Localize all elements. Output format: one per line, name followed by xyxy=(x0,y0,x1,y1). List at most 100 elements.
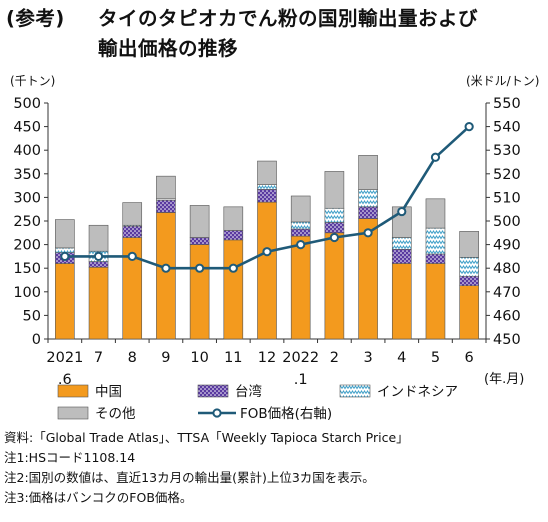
bars xyxy=(55,155,479,340)
left-tick-label: 150 xyxy=(13,261,41,277)
bar-segment xyxy=(425,253,446,264)
left-tick-label: 500 xyxy=(13,96,41,112)
bar-segment xyxy=(324,222,345,234)
right-tick-label: 500 xyxy=(493,214,521,230)
bar-segment xyxy=(122,202,143,226)
legend-line-marker xyxy=(212,408,222,418)
bar-segment xyxy=(189,205,210,238)
bar-segment xyxy=(358,189,378,208)
right-tick-label: 460 xyxy=(493,308,521,324)
title-line1: タイのタピオカでん粉の国別輸出量および xyxy=(98,7,479,30)
bar-segment xyxy=(189,244,210,340)
bar-segment xyxy=(425,263,446,340)
bar-segment xyxy=(290,195,311,223)
note-source: 資料:「Global Trade Atlas」、TTSA「Weekly Tapi… xyxy=(4,430,409,445)
fob-point xyxy=(363,228,373,238)
fob-point xyxy=(329,232,339,243)
bar-segment xyxy=(358,155,378,190)
note-1: 注1:HSコード1108.14 xyxy=(4,450,136,465)
fob-point xyxy=(430,152,441,162)
fob-price-line xyxy=(60,122,474,273)
axis-labels: 0 50 100 150 200 250 300 350 400 450 500 450 460 470 4… xyxy=(13,96,524,388)
x-tick-label: 10 xyxy=(190,350,208,366)
fob-point xyxy=(161,263,171,273)
right-tick-label: 470 xyxy=(493,285,521,301)
x-tick-label: 4 xyxy=(397,350,406,366)
left-tick-label: 200 xyxy=(13,238,41,254)
right-axis-unit: (米ドル/トン) xyxy=(466,74,540,88)
x-tick-label: 8 xyxy=(128,350,137,366)
bar-segment xyxy=(122,225,143,238)
left-tick-label: 50 xyxy=(23,308,41,324)
x-tick-label: 5 xyxy=(431,350,440,366)
title-line2: 輸出価格の推移 xyxy=(98,37,239,60)
legend-label: 中国 xyxy=(95,384,122,400)
left-axis-unit: (千トン) xyxy=(10,74,56,88)
bar-segment xyxy=(257,189,277,203)
fob-point xyxy=(93,251,104,261)
bar-segment xyxy=(425,198,446,229)
note-2: 注2:国別の数値は、直近13カ月の輸出量(累計)上位3カ国を表示。 xyxy=(4,470,375,485)
left-tick-label: 100 xyxy=(13,285,41,301)
legend-label: FOB価格(右軸) xyxy=(240,406,332,422)
fob-point xyxy=(60,251,70,261)
bar-segment xyxy=(459,285,479,340)
x-tick-label: 9 xyxy=(161,350,170,366)
left-tick-label: 250 xyxy=(13,214,41,230)
title-tag: (参考) xyxy=(6,7,65,30)
bar-segment xyxy=(391,263,412,340)
fob-point xyxy=(262,247,272,257)
left-tick-label: 0 xyxy=(32,332,41,348)
right-tick-label: 480 xyxy=(493,261,521,277)
x-tick-label: .6 xyxy=(58,372,72,388)
bar-segment xyxy=(223,239,244,340)
note-3: 注3:価格はバンコクのFOB価格。 xyxy=(4,490,193,505)
bar-segment xyxy=(88,261,109,268)
x-tick-label: 6 xyxy=(465,350,474,366)
bar-segment xyxy=(156,175,176,200)
bar-segment xyxy=(425,227,446,255)
left-tick-label: 450 xyxy=(13,120,41,136)
fob-point xyxy=(464,122,474,132)
bar-segment xyxy=(257,201,277,340)
bar-segment xyxy=(88,266,109,340)
notes: 資料:「Global Trade Atlas」、TTSA「Weekly Tapi… xyxy=(4,428,548,508)
x-tick-label: .1 xyxy=(294,372,308,388)
bar-segment xyxy=(358,206,378,219)
bar-segment xyxy=(324,232,345,340)
chart-title: (参考) タイのタピオカでん粉の国別輸出量および 輸出価格の推移 xyxy=(6,4,546,64)
right-tick-label: 540 xyxy=(493,120,521,136)
right-tick-label: 550 xyxy=(493,96,521,112)
bar-segment xyxy=(55,219,75,249)
fob-point xyxy=(195,263,205,273)
x-tick-label: 7 xyxy=(94,350,103,366)
x-tick-label: 12 xyxy=(258,350,276,366)
legend-label: 台湾 xyxy=(235,383,262,400)
bar-segment xyxy=(290,235,311,340)
left-tick-label: 350 xyxy=(13,167,41,183)
fob-point xyxy=(397,206,407,217)
x-tick-label: 2 xyxy=(330,350,339,366)
right-tick-label: 520 xyxy=(493,167,521,183)
x-tick-label: 2022 xyxy=(282,350,319,366)
bar-segment xyxy=(223,230,244,241)
bar-segment xyxy=(189,237,210,245)
x-axis-unit: (年.月) xyxy=(484,372,524,387)
right-tick-label: 510 xyxy=(493,190,521,206)
bar-segment xyxy=(324,207,345,223)
legend-swatch xyxy=(339,384,371,398)
bar-segment xyxy=(257,184,277,190)
bar-segment xyxy=(257,160,277,185)
bar-segment xyxy=(459,231,479,258)
bar-segment xyxy=(290,221,311,230)
bar-segment xyxy=(459,275,479,286)
x-tick-label: 2021 xyxy=(46,350,83,366)
x-tick-label: 3 xyxy=(363,350,372,366)
bar-segment xyxy=(290,228,311,237)
bar-segment xyxy=(391,237,412,250)
fob-point xyxy=(296,240,306,250)
legend-swatch xyxy=(57,406,89,420)
bar-segment xyxy=(459,257,479,277)
bar-segment xyxy=(391,249,412,264)
bar-segment xyxy=(223,206,244,231)
